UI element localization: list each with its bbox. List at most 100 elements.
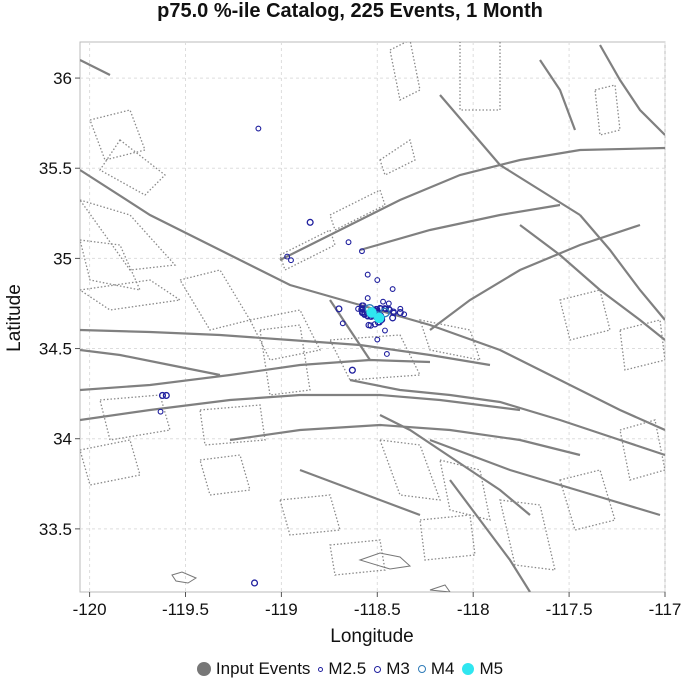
filled-gray-circle-icon xyxy=(196,662,211,676)
fault-zone xyxy=(199,404,266,446)
fault-line xyxy=(349,378,665,457)
fault-line xyxy=(539,59,577,131)
event-marker-m2-5 xyxy=(374,336,381,343)
fault-line xyxy=(80,59,111,76)
event-marker-m2-5 xyxy=(288,257,294,264)
event-marker-m2-5 xyxy=(364,295,371,302)
event-marker-m2-5 xyxy=(380,298,386,305)
fault-zone xyxy=(80,239,142,291)
chart-title: p75.0 %-ile Catalog, 225 Events, 1 Month xyxy=(157,0,543,22)
event-marker-m3 xyxy=(396,308,404,317)
light-blue-ring-icon xyxy=(417,665,426,673)
x-tick-label: -118.5 xyxy=(354,600,401,619)
legend-label: M2.5 xyxy=(328,659,367,678)
x-tick-label: -117.5 xyxy=(546,600,593,619)
event-marker-m2-5 xyxy=(401,311,408,318)
y-axis-label: Latitude xyxy=(4,284,25,352)
y-tick-label: 33.5 xyxy=(39,520,72,539)
legend: Input Events M2.5 M3 M4 M5 xyxy=(0,656,700,682)
event-marker-m2-5 xyxy=(355,305,362,312)
event-marker-m2-5 xyxy=(389,286,396,292)
y-axis-ticks: 33.5 34 34.5 35 35.5 36 xyxy=(39,69,80,539)
fault-zone xyxy=(559,289,611,341)
fault-line xyxy=(279,146,665,261)
event-marker-m4 xyxy=(380,307,390,318)
event-marker-m2-5 xyxy=(374,277,381,283)
event-marker-m2-5 xyxy=(359,302,365,309)
fault-zone xyxy=(379,138,416,176)
fault-zone xyxy=(594,84,621,136)
event-marker-m2-5 xyxy=(255,125,262,132)
y-tick-label: 35.5 xyxy=(39,159,72,178)
event-marker-m2-5 xyxy=(382,327,388,334)
event-marker-m3 xyxy=(389,314,397,322)
event-cluster-marker xyxy=(365,321,372,329)
event-marker-m3 xyxy=(162,391,170,399)
fault-line xyxy=(439,94,581,216)
fault-zone xyxy=(80,279,182,311)
fault-line xyxy=(379,414,531,516)
legend-item: Input Events xyxy=(196,659,311,679)
event-marker-m3 xyxy=(348,366,356,374)
y-tick-label: 34 xyxy=(53,430,72,449)
fault-map: -120 -119.5 -119 -118.5 -118 -117.5 -117 33.53… xyxy=(4,41,682,647)
event-marker-m5 xyxy=(366,307,377,318)
x-tick-label: -117 xyxy=(649,600,682,619)
fault-zone xyxy=(419,514,476,561)
x-axis-label: Longitude xyxy=(330,626,413,647)
legend-item: M5 xyxy=(462,659,503,679)
fault-zone xyxy=(389,42,421,101)
fault-zone xyxy=(379,439,441,501)
event-marker-m2-5 xyxy=(385,300,392,307)
legend-label: Input Events xyxy=(215,659,311,678)
fault-zone xyxy=(439,459,491,521)
x-tick-label: -118 xyxy=(457,600,490,619)
event-marker-m3 xyxy=(158,391,167,399)
legend-label: M3 xyxy=(386,659,410,678)
fault-line xyxy=(299,468,421,517)
event-marker-m2-5 xyxy=(359,248,365,255)
island-outline xyxy=(429,584,451,592)
event-marker-m2-5 xyxy=(339,320,346,327)
event-cluster-marker xyxy=(371,321,379,328)
fault-zone xyxy=(259,324,311,396)
island-outline xyxy=(358,552,412,570)
legend-item: M2.5 xyxy=(318,659,366,679)
event-marker-m3 xyxy=(250,579,259,587)
cyan-dot-icon xyxy=(462,663,475,675)
y-tick-label: 35 xyxy=(53,249,72,268)
event-marker-m5 xyxy=(374,312,385,324)
event-markers xyxy=(157,125,408,587)
fault-zone xyxy=(80,439,141,486)
event-marker-m2-5 xyxy=(157,408,164,415)
fault-zone xyxy=(99,139,166,196)
fault-line xyxy=(80,348,221,377)
event-marker-m3 xyxy=(335,305,343,313)
fault-line xyxy=(599,44,665,136)
x-tick-label: -119.5 xyxy=(162,600,209,619)
y-tick-label: 36 xyxy=(53,69,72,88)
fault-line xyxy=(579,214,665,321)
event-marker-m2-5 xyxy=(345,239,352,246)
event-marker-m2-5 xyxy=(364,271,371,278)
fault-zone xyxy=(619,419,665,481)
fault-zone xyxy=(419,319,481,361)
fault-line xyxy=(80,328,491,367)
fault-line xyxy=(519,224,665,341)
legend-label: M4 xyxy=(430,659,455,678)
fault-lines xyxy=(80,42,665,592)
x-axis-ticks: -120 -119.5 -119 -118.5 -118 -117.5 -117 xyxy=(73,592,682,619)
legend-item: M4 xyxy=(417,659,455,679)
fault-line xyxy=(449,479,531,592)
fault-zone xyxy=(329,539,386,576)
legend-label: M5 xyxy=(479,659,504,678)
fault-line xyxy=(229,423,581,457)
x-tick-label: -119 xyxy=(265,600,298,619)
event-marker-m2-5 xyxy=(397,305,404,312)
fault-line xyxy=(80,358,431,392)
small-blue-ring-icon xyxy=(318,666,324,672)
legend-item: M3 xyxy=(374,659,410,679)
event-marker-m2-5 xyxy=(383,351,390,357)
fault-line xyxy=(359,203,561,252)
fault-zone xyxy=(459,42,501,111)
